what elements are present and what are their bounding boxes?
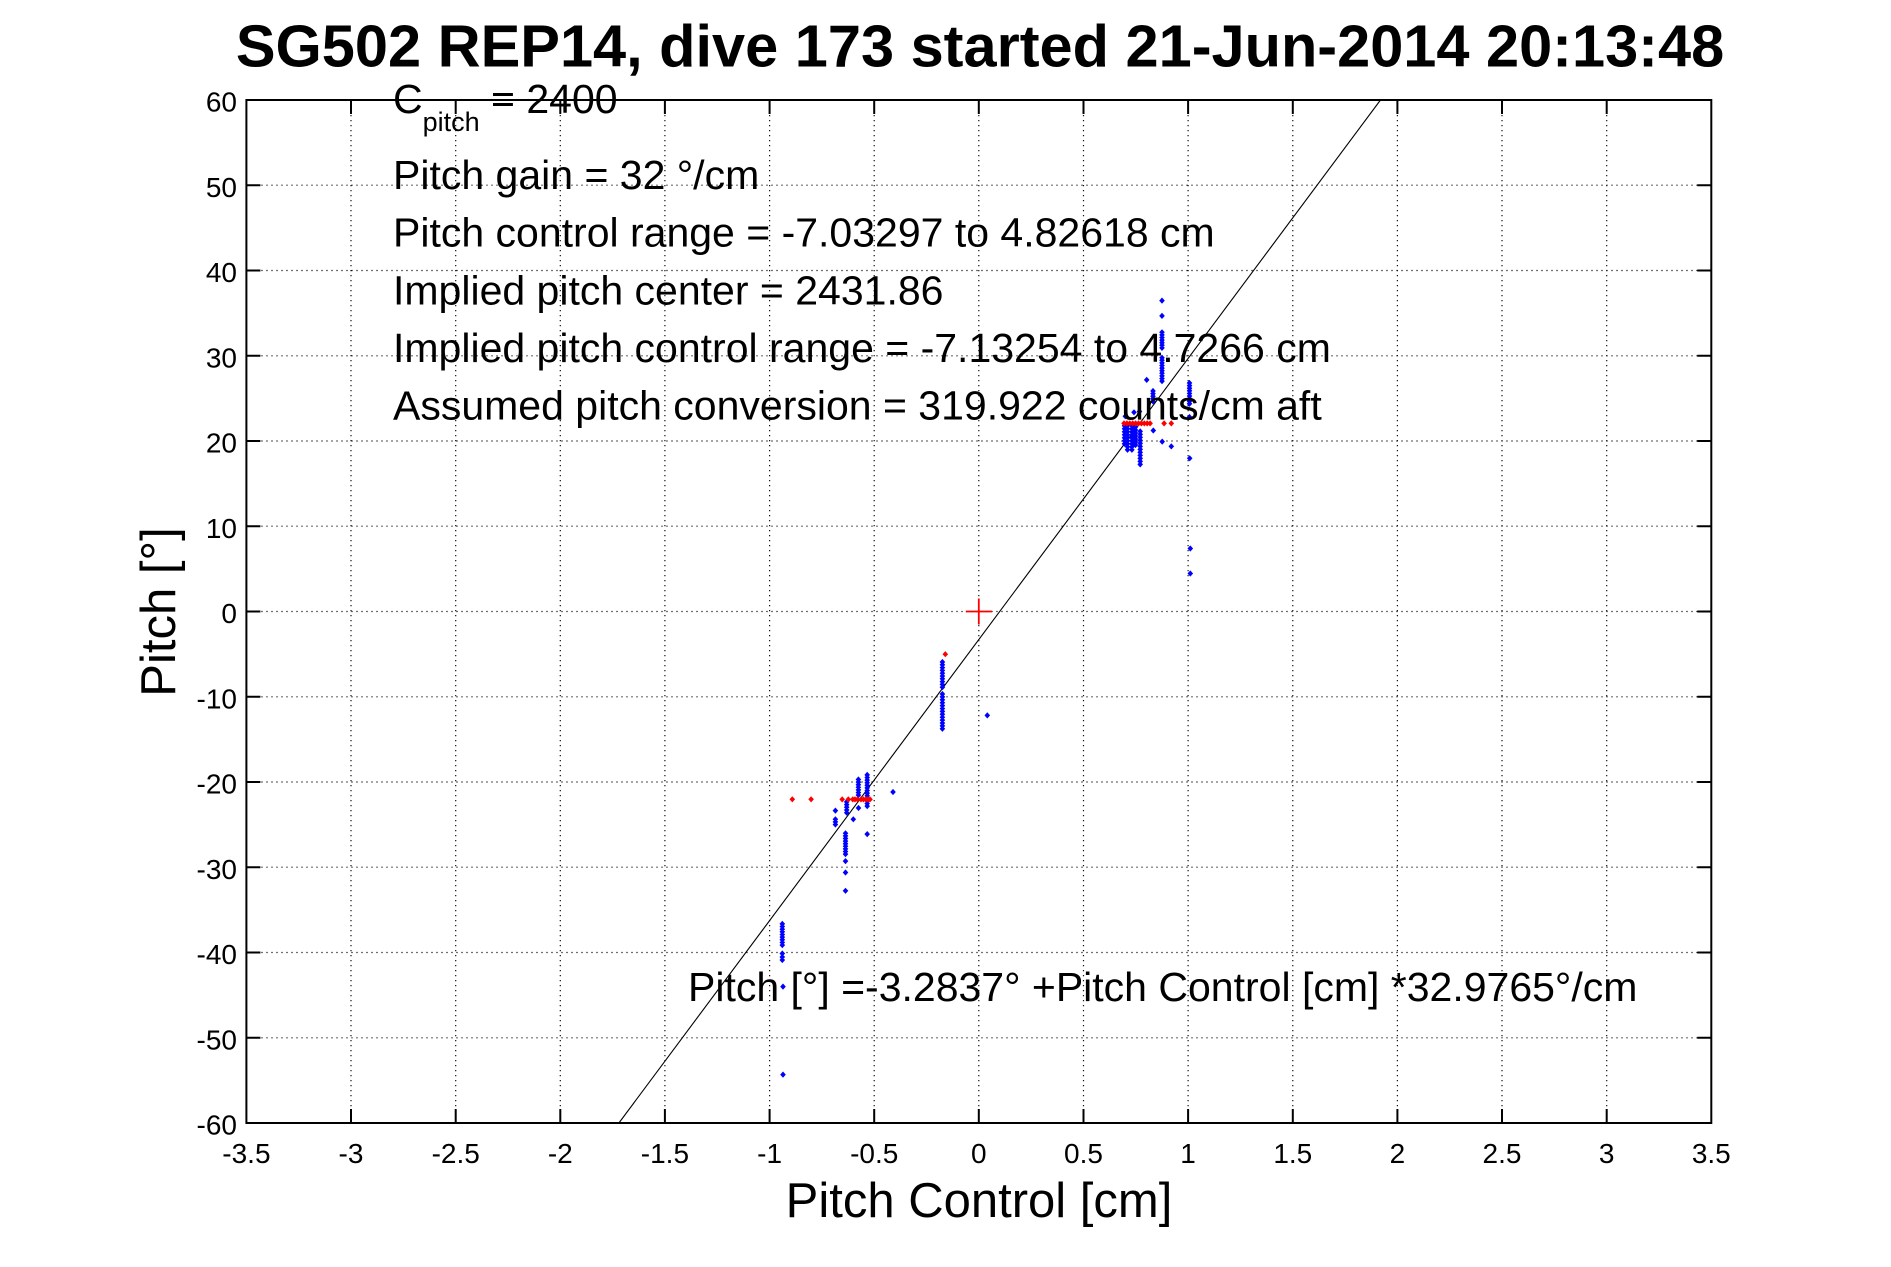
svg-text:Pitch [°]: Pitch [°] [132,527,186,696]
svg-text:50: 50 [206,172,237,203]
svg-text:2: 2 [1390,1138,1406,1169]
svg-text:Implied pitch control range =: Implied pitch control range = -7.13254 t… [393,325,1331,371]
svg-text:60: 60 [206,87,237,118]
svg-text:Assumed pitch conversion = 319: Assumed pitch conversion = 319.922 count… [393,383,1322,429]
svg-text:2.5: 2.5 [1483,1138,1522,1169]
svg-text:30: 30 [206,342,237,373]
svg-text:-50: -50 [197,1024,237,1055]
svg-text:1.5: 1.5 [1273,1138,1312,1169]
svg-text:-0.5: -0.5 [850,1138,898,1169]
svg-text:-3.5: -3.5 [222,1138,270,1169]
svg-text:40: 40 [206,257,237,288]
svg-text:10: 10 [206,513,237,544]
svg-text:Pitch gain = 32 °/cm: Pitch gain = 32 °/cm [393,152,759,198]
svg-text:0: 0 [221,598,237,629]
svg-text:-20: -20 [197,769,237,800]
svg-text:0.5: 0.5 [1064,1138,1103,1169]
svg-text:Pitch control range = -7.03297: Pitch control range = -7.03297 to 4.8261… [393,210,1215,256]
svg-text:Pitch [°] =-3.2837° +Pitch Con: Pitch [°] =-3.2837° +Pitch Control [cm] … [688,964,1637,1010]
svg-text:Pitch Control [cm]: Pitch Control [cm] [786,1174,1173,1228]
svg-text:-10: -10 [197,683,237,714]
svg-text:-2.5: -2.5 [432,1138,480,1169]
svg-text:1: 1 [1180,1138,1196,1169]
svg-text:-3: -3 [339,1138,364,1169]
svg-text:SG502 REP14, dive 173 started: SG502 REP14, dive 173 started 21-Jun-201… [236,13,1724,80]
svg-text:Implied pitch center = 2431.86: Implied pitch center = 2431.86 [393,267,943,313]
svg-text:-30: -30 [197,854,237,885]
svg-text:20: 20 [206,428,237,459]
svg-text:-60: -60 [197,1110,237,1141]
svg-text:-2: -2 [548,1138,573,1169]
svg-text:-1: -1 [757,1138,782,1169]
svg-text:-1.5: -1.5 [641,1138,689,1169]
svg-text:3: 3 [1599,1138,1615,1169]
svg-text:0: 0 [971,1138,987,1169]
svg-text:3.5: 3.5 [1692,1138,1731,1169]
svg-text:-40: -40 [197,939,237,970]
